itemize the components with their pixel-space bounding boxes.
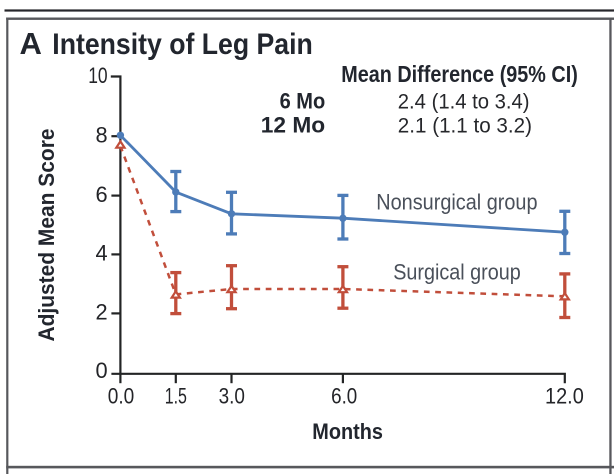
svg-text:10: 10 bbox=[88, 63, 107, 88]
svg-text:0.0: 0.0 bbox=[108, 383, 135, 408]
svg-text:Intensity of Leg Pain: Intensity of Leg Pain bbox=[52, 28, 313, 61]
svg-text:Months: Months bbox=[312, 419, 383, 444]
svg-text:A: A bbox=[20, 26, 42, 61]
svg-text:3.0: 3.0 bbox=[219, 383, 245, 408]
svg-text:Adjusted Mean Score: Adjusted Mean Score bbox=[34, 129, 59, 342]
svg-text:2.4 (1.4 to 3.4): 2.4 (1.4 to 3.4) bbox=[398, 90, 530, 114]
svg-text:4: 4 bbox=[95, 241, 107, 266]
svg-text:2.1 (1.1 to 3.2): 2.1 (1.1 to 3.2) bbox=[398, 114, 532, 138]
svg-text:Surgical group: Surgical group bbox=[393, 259, 521, 284]
svg-text:8: 8 bbox=[95, 123, 107, 148]
svg-text:12 Mo: 12 Mo bbox=[261, 113, 325, 138]
svg-text:Nonsurgical group: Nonsurgical group bbox=[376, 189, 537, 214]
svg-text:12.0: 12.0 bbox=[545, 383, 584, 408]
svg-text:6: 6 bbox=[95, 182, 107, 207]
svg-text:2: 2 bbox=[95, 300, 107, 325]
svg-text:0: 0 bbox=[95, 358, 107, 383]
svg-text:6.0: 6.0 bbox=[331, 383, 357, 408]
svg-text:Mean Difference (95% CI): Mean Difference (95% CI) bbox=[341, 61, 578, 87]
svg-text:1.5: 1.5 bbox=[165, 383, 187, 408]
svg-text:6 Mo: 6 Mo bbox=[280, 89, 326, 114]
